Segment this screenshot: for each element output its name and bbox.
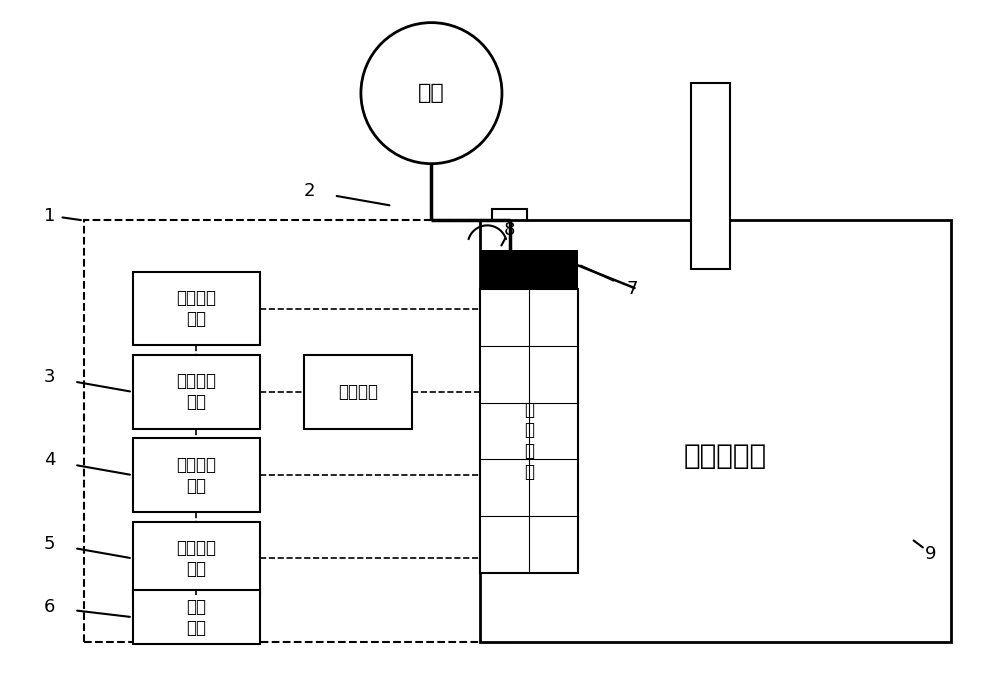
Bar <box>480 289 578 573</box>
Text: 油枕: 油枕 <box>418 83 445 103</box>
Text: 油压启动
单元: 油压启动 单元 <box>176 290 216 328</box>
Bar <box>480 220 951 641</box>
Text: 1: 1 <box>44 207 55 224</box>
Bar <box>492 209 527 228</box>
Text: 3: 3 <box>44 368 55 386</box>
Bar <box>133 355 260 428</box>
Text: 4: 4 <box>44 452 55 469</box>
Text: 跳闸
单元: 跳闸 单元 <box>186 598 206 637</box>
Bar <box>304 355 412 428</box>
Text: 7: 7 <box>626 280 638 298</box>
Bar <box>133 439 260 512</box>
Text: 6: 6 <box>44 599 55 616</box>
Text: 防爆单元: 防爆单元 <box>338 383 378 401</box>
Text: 挠度保护
单元: 挠度保护 单元 <box>176 539 216 578</box>
Bar <box>133 521 260 595</box>
Text: 分
接
开
关: 分 接 开 关 <box>524 401 534 481</box>
Text: 8: 8 <box>504 221 515 239</box>
Text: 5: 5 <box>44 535 55 553</box>
Bar <box>133 272 260 345</box>
Bar <box>133 591 260 644</box>
Text: 应变启动
单元: 应变启动 单元 <box>176 372 216 412</box>
Text: 挠度启动
单元: 挠度启动 单元 <box>176 456 216 494</box>
Text: 9: 9 <box>925 544 937 563</box>
Text: 换流变压器: 换流变压器 <box>684 441 767 470</box>
Bar <box>691 83 730 269</box>
Bar <box>480 250 578 289</box>
Ellipse shape <box>361 22 502 163</box>
Text: 2: 2 <box>303 182 315 200</box>
Bar <box>84 220 505 641</box>
